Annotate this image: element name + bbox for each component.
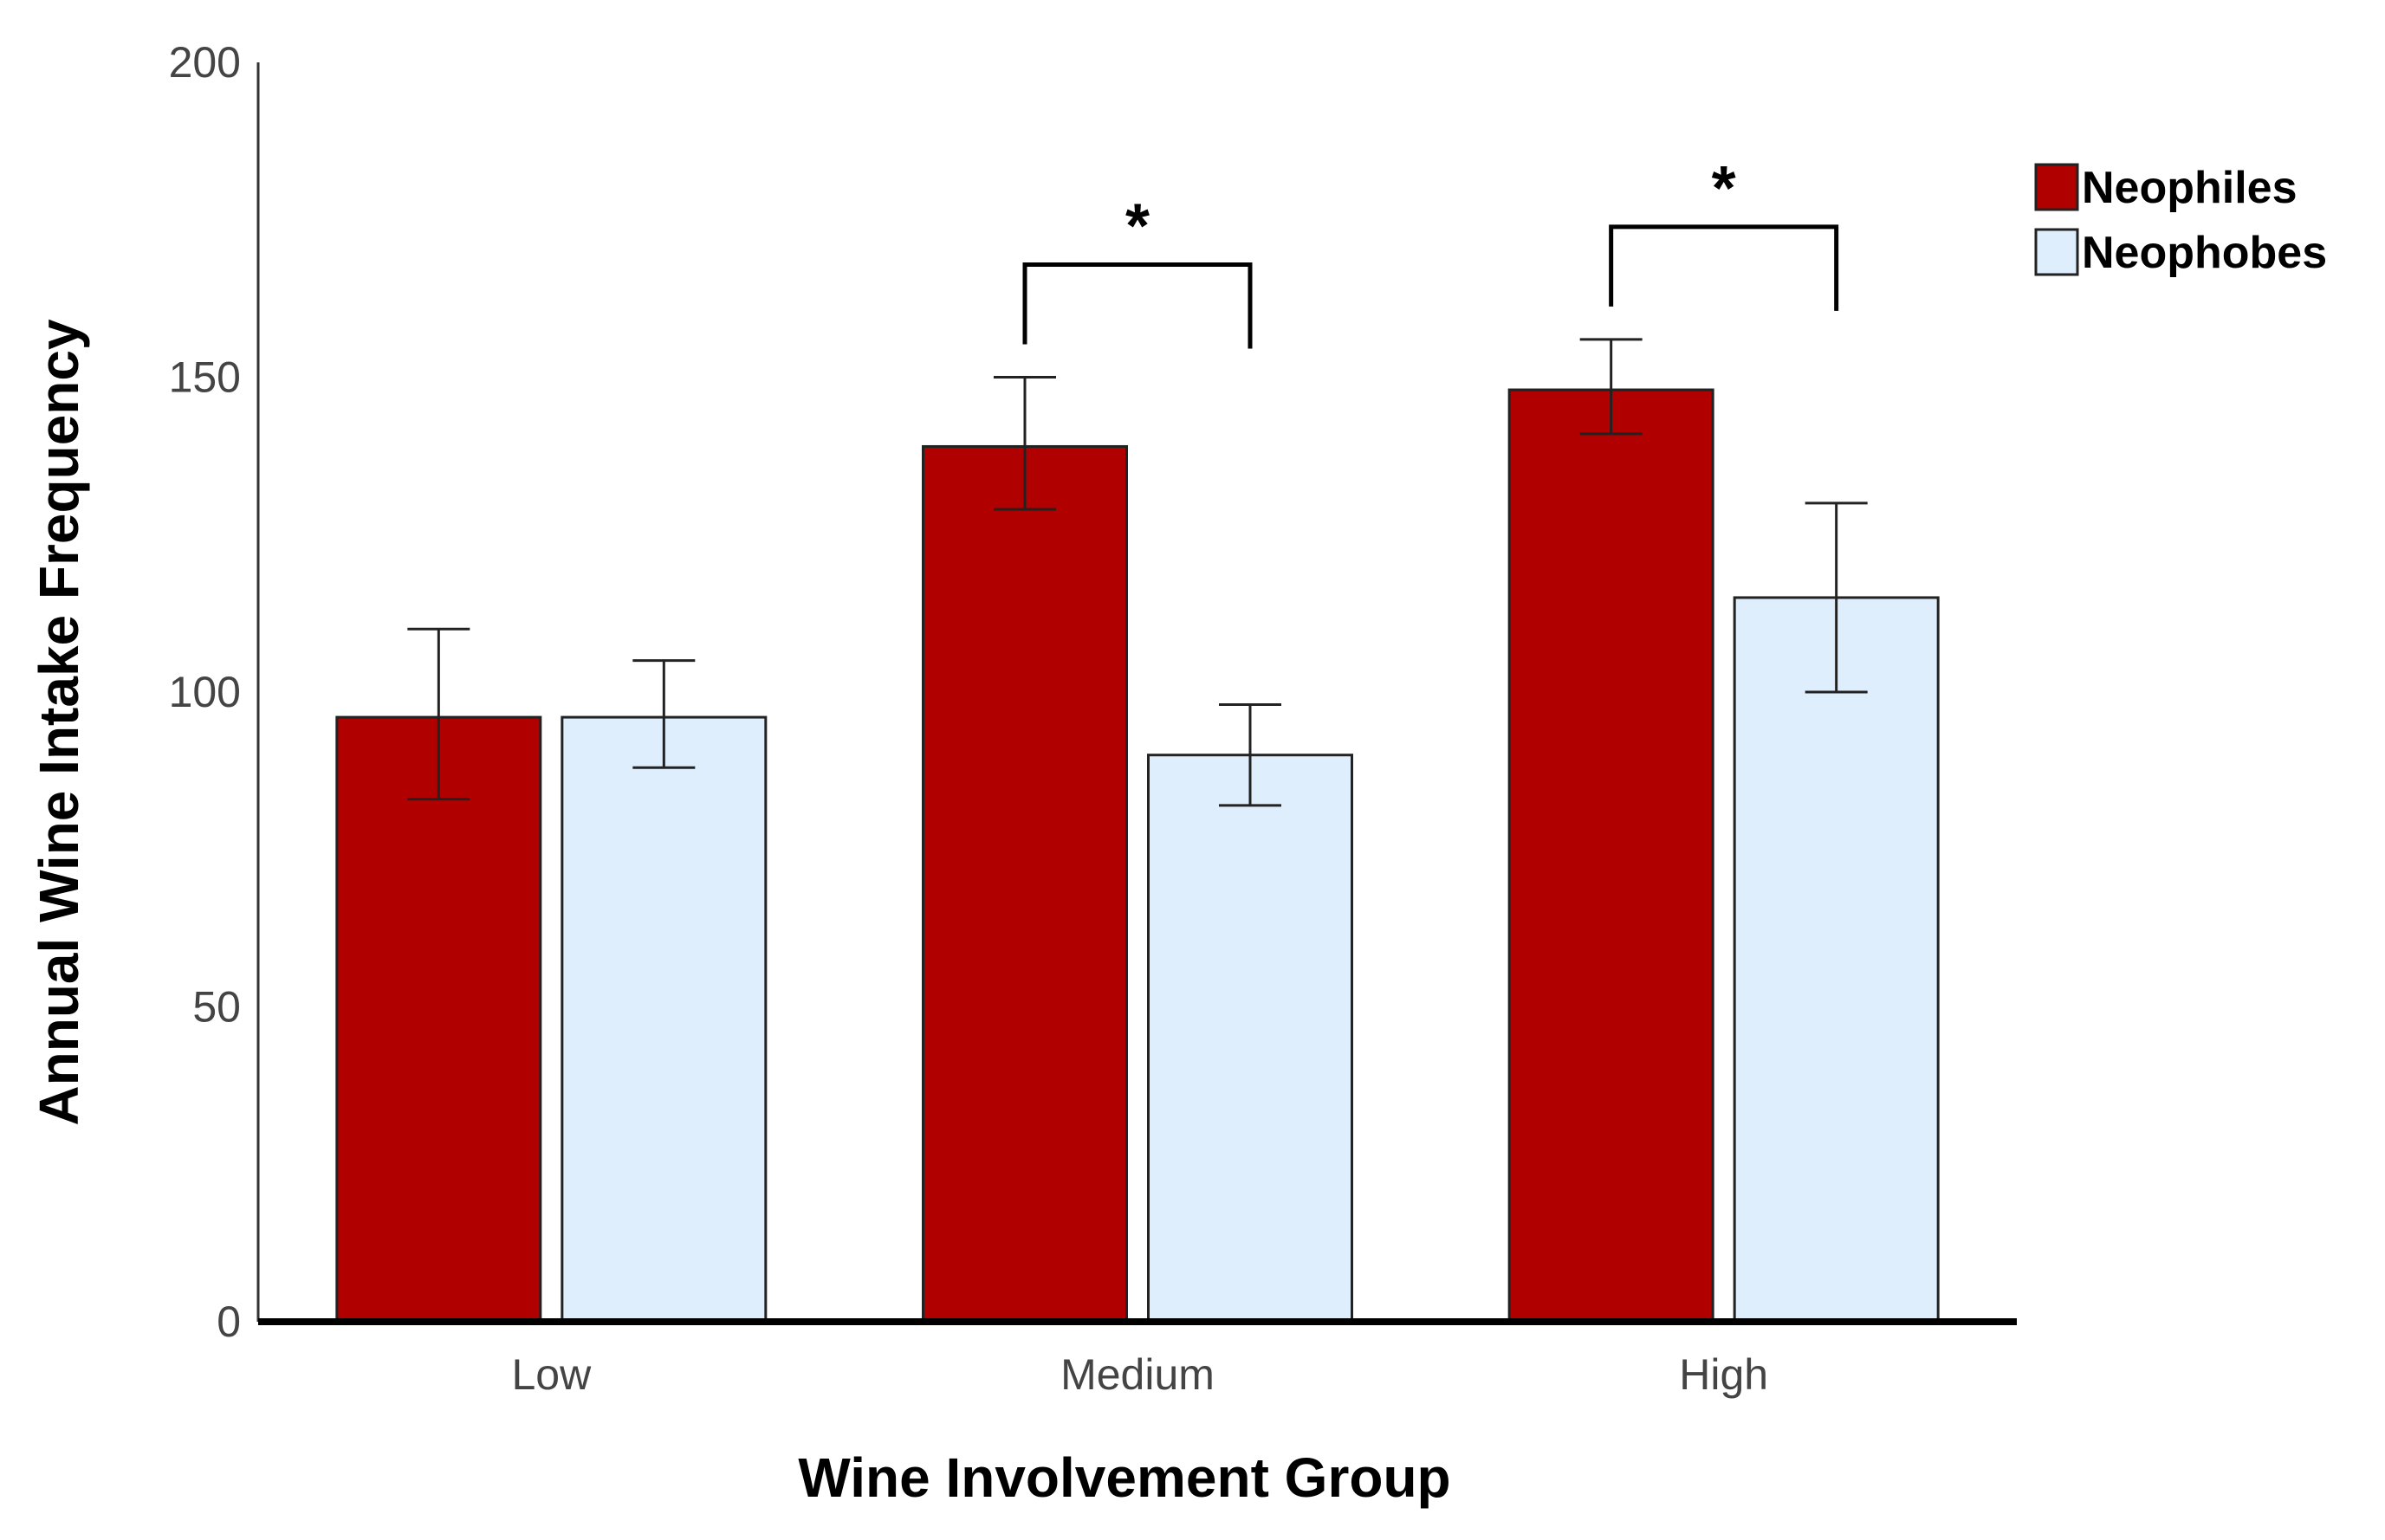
- error-bars: [407, 338, 1868, 807]
- bar-neophobes-medium: [1147, 754, 1353, 1323]
- y-tick-label: 150: [169, 353, 241, 402]
- x-tick-label: High: [1679, 1350, 1768, 1399]
- y-tick-label: 50: [192, 983, 241, 1032]
- bar-neophobes-low: [561, 715, 768, 1323]
- y-tick-label: 200: [169, 38, 241, 87]
- error-bar-neophobes-low: [632, 659, 696, 769]
- error-bar-neophiles-low: [407, 627, 470, 801]
- x-axis-tick-labels: Low Medium High: [511, 1350, 1768, 1399]
- significance-brackets: **: [1022, 154, 1839, 349]
- y-tick-label: 0: [217, 1297, 241, 1346]
- x-tick-label: Medium: [1060, 1350, 1215, 1399]
- legend-label: Neophobes: [2082, 228, 2327, 278]
- error-bar-neophobes-high: [1805, 501, 1868, 694]
- legend-label: Neophiles: [2082, 163, 2298, 213]
- legend: Neophiles Neophobes: [2034, 163, 2327, 278]
- x-tick-label: Low: [511, 1350, 592, 1399]
- bars: [335, 388, 1940, 1323]
- bar-neophiles-medium: [922, 444, 1128, 1323]
- error-bar-neophobes-medium: [1219, 703, 1281, 807]
- significance-bracket-medium: *: [1022, 192, 1253, 349]
- legend-swatch: [2034, 228, 2079, 276]
- bar-neophobes-high: [1733, 596, 1940, 1323]
- significance-asterisk: *: [1125, 192, 1150, 262]
- bar-neophiles-high: [1507, 388, 1714, 1323]
- legend-swatch: [2034, 163, 2079, 211]
- significance-bracket-high: *: [1609, 154, 1839, 311]
- y-axis-ticks: 0 50 100 150 200: [169, 38, 241, 1346]
- error-bar-neophiles-medium: [994, 376, 1056, 511]
- legend-item-neophiles: Neophiles: [2034, 163, 2298, 213]
- bar-neophiles-low: [335, 715, 542, 1323]
- x-axis-title: Wine Involvement Group: [798, 1446, 1450, 1509]
- significance-asterisk: *: [1712, 154, 1736, 223]
- legend-item-neophobes: Neophobes: [2034, 228, 2327, 278]
- error-bar-neophiles-high: [1579, 338, 1643, 436]
- y-axis-title: Annual Wine Intake Frequency: [28, 319, 90, 1126]
- y-tick-label: 100: [169, 668, 241, 716]
